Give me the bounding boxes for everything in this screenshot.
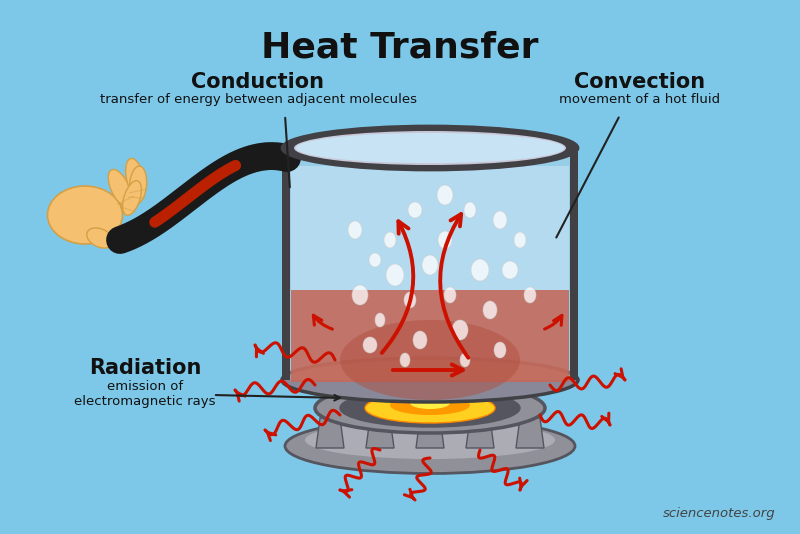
Ellipse shape [390,395,470,415]
Polygon shape [108,169,132,207]
Polygon shape [570,148,578,380]
Polygon shape [282,148,290,380]
Ellipse shape [494,342,506,358]
Ellipse shape [86,228,114,248]
Ellipse shape [315,383,545,433]
Ellipse shape [282,358,578,402]
Polygon shape [291,290,569,382]
Ellipse shape [408,202,422,218]
Ellipse shape [47,186,122,244]
Text: Conduction: Conduction [191,72,325,92]
Ellipse shape [384,232,396,248]
Ellipse shape [464,202,476,218]
Ellipse shape [422,255,438,275]
Ellipse shape [502,261,518,279]
Ellipse shape [524,287,536,303]
Polygon shape [126,159,144,198]
Ellipse shape [296,133,564,163]
Polygon shape [290,148,570,380]
Ellipse shape [363,337,377,353]
Polygon shape [291,166,569,290]
Ellipse shape [404,292,416,308]
Polygon shape [122,180,142,215]
Ellipse shape [460,353,470,367]
Ellipse shape [305,421,555,459]
Ellipse shape [400,353,410,367]
Text: Radiation: Radiation [89,358,201,378]
Text: electromagnetic rays: electromagnetic rays [74,395,216,408]
Polygon shape [316,418,344,448]
Polygon shape [130,166,146,204]
Ellipse shape [294,131,566,165]
Polygon shape [466,418,494,448]
Ellipse shape [452,320,468,340]
Ellipse shape [375,313,385,327]
Ellipse shape [348,221,362,239]
Ellipse shape [285,419,575,474]
Ellipse shape [471,259,489,281]
Ellipse shape [514,232,526,248]
Ellipse shape [437,185,453,205]
Text: Convection: Convection [574,72,706,92]
Text: sciencenotes.org: sciencenotes.org [662,507,775,520]
Ellipse shape [438,231,452,249]
Text: movement of a hot fluid: movement of a hot fluid [559,93,721,106]
Polygon shape [416,418,444,448]
Ellipse shape [413,331,427,349]
Polygon shape [366,418,394,448]
Ellipse shape [483,301,497,319]
Ellipse shape [340,320,520,400]
Ellipse shape [369,253,381,267]
Ellipse shape [365,393,495,423]
Text: transfer of energy between adjacent molecules: transfer of energy between adjacent mole… [99,93,417,106]
Ellipse shape [444,287,456,303]
Ellipse shape [410,397,450,409]
Text: emission of: emission of [107,380,183,393]
Ellipse shape [282,126,578,170]
Polygon shape [516,418,544,448]
Text: Heat Transfer: Heat Transfer [262,30,538,64]
Ellipse shape [352,285,368,305]
Ellipse shape [340,389,520,427]
Ellipse shape [493,211,507,229]
Ellipse shape [386,264,404,286]
